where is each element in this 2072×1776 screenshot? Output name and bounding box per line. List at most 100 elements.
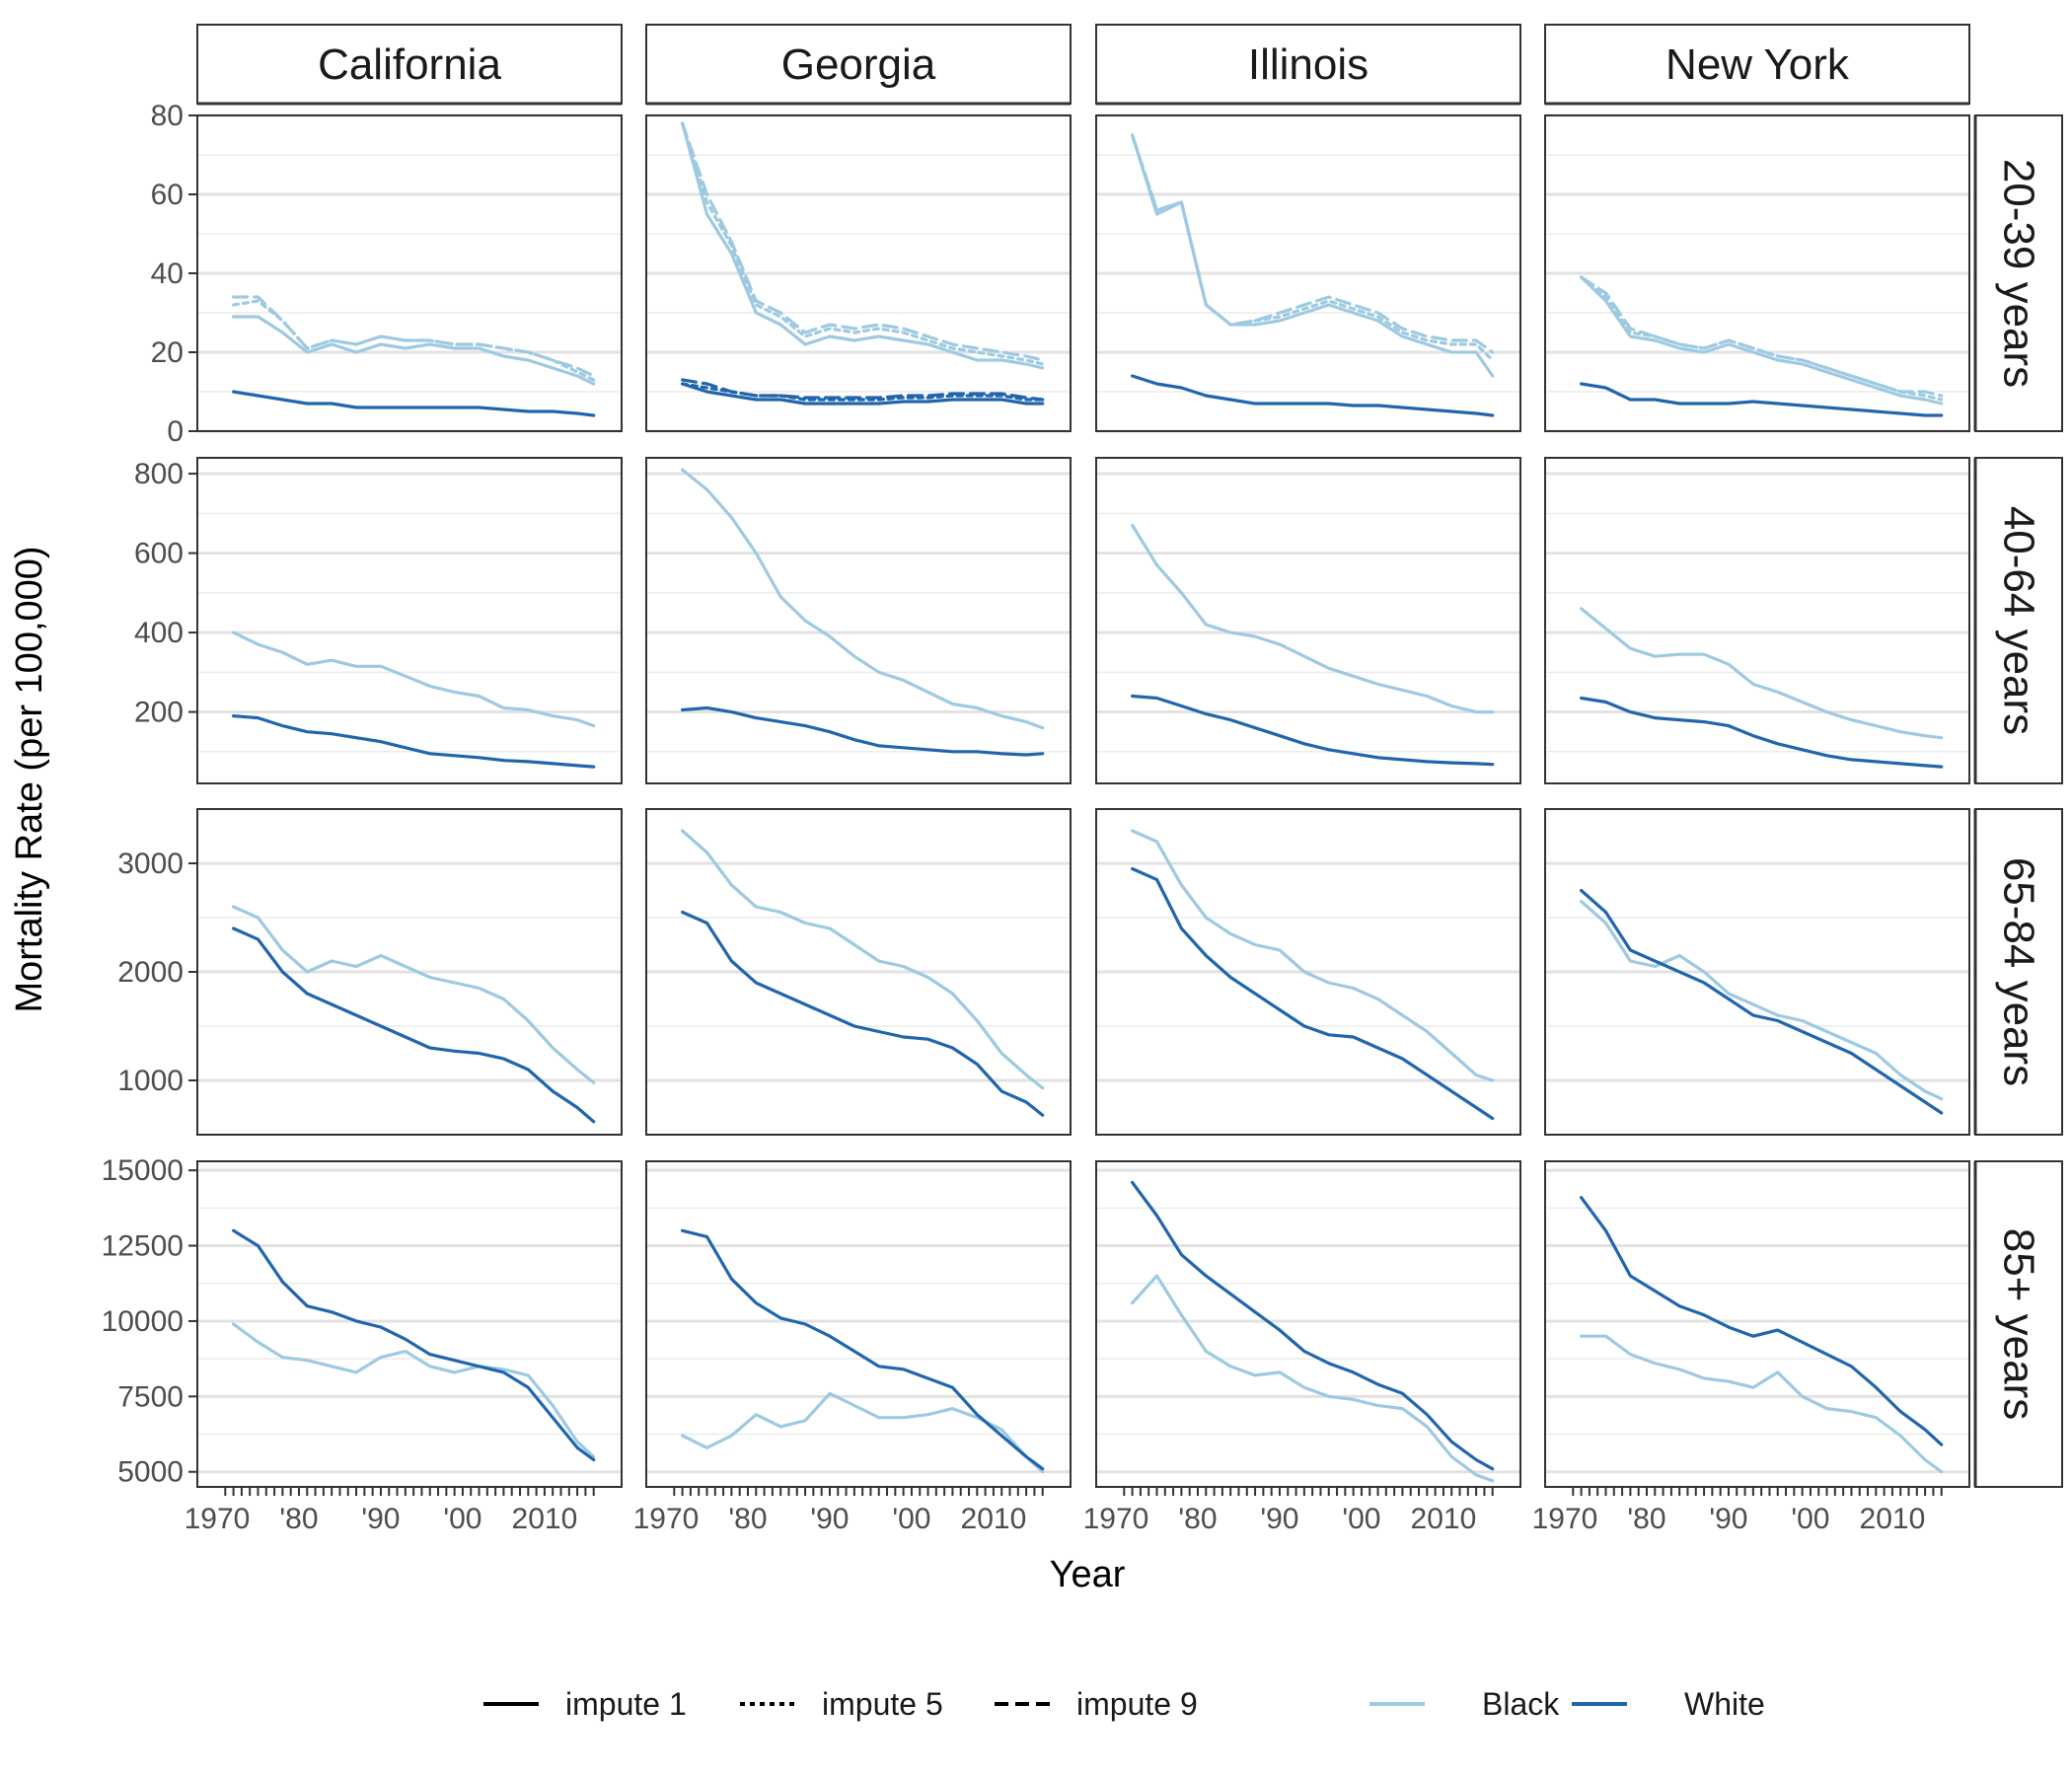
series-line-georgia-85-years-white-impute-1 bbox=[680, 1228, 1045, 1471]
series-line-georgia-20-39-years-black-impute-9 bbox=[680, 121, 1045, 362]
panel-new-york-40-64-years bbox=[1545, 458, 1969, 783]
panel-border bbox=[1544, 457, 1970, 784]
legend-item-impute-5: impute 5 bbox=[740, 1686, 943, 1722]
y-tick-label: 5000 bbox=[117, 1456, 184, 1489]
legend-item-impute-9: impute 9 bbox=[995, 1686, 1198, 1722]
panel-california-40-64-years bbox=[197, 458, 622, 783]
series-line-california-20-39-years-black-impute-1 bbox=[232, 315, 596, 386]
legend-label-impute-1: impute 1 bbox=[565, 1686, 687, 1722]
x-tick-label: 1970 bbox=[1532, 1503, 1598, 1535]
panel-border bbox=[196, 457, 623, 784]
row-label-40-64-years: 40-64 years bbox=[1995, 506, 2043, 735]
series-line-georgia-65-84-years-white-impute-1 bbox=[680, 910, 1045, 1117]
series-line-new-york-20-39-years-black-impute-1 bbox=[1579, 275, 1944, 406]
panel-background bbox=[646, 1161, 1071, 1487]
panel-border bbox=[1095, 114, 1521, 432]
y-tick-label: 15000 bbox=[102, 1154, 184, 1187]
panel-border bbox=[1095, 457, 1521, 784]
x-tick-label: 1970 bbox=[633, 1503, 700, 1535]
panel-new-york-20-39-years bbox=[1545, 113, 1969, 433]
series-line-new-york-65-84-years-white-impute-1 bbox=[1579, 888, 1944, 1115]
y-tick-label: 7500 bbox=[117, 1380, 184, 1413]
x-tick-label: '80 bbox=[279, 1503, 318, 1535]
column-label-new-york: New York bbox=[1665, 40, 1850, 89]
panel-border bbox=[1095, 808, 1521, 1136]
panel-california-65-84-years bbox=[197, 809, 622, 1135]
y-tick-label: 80 bbox=[151, 100, 184, 132]
legend-label-white: White bbox=[1684, 1686, 1765, 1722]
panel-border bbox=[196, 1160, 623, 1488]
series-line-california-65-84-years-black-impute-1 bbox=[232, 905, 596, 1084]
series-line-new-york-40-64-years-white-impute-1 bbox=[1579, 696, 1944, 769]
panel-border bbox=[1544, 808, 1970, 1136]
y-tick-label: 1000 bbox=[117, 1065, 184, 1097]
panel-california-20-39-years bbox=[197, 113, 622, 433]
panel-illinois-65-84-years bbox=[1096, 809, 1520, 1135]
column-strips: California Georgia Illinois New York bbox=[196, 24, 1970, 106]
column-label-illinois: Illinois bbox=[1248, 40, 1369, 89]
y-axes: 0 20 40 60 80 200 400 600 800 1000 2000 3000 5000 750… bbox=[102, 100, 197, 1489]
panel-background bbox=[197, 1161, 622, 1487]
x-tick-label: 2010 bbox=[512, 1503, 578, 1535]
row-label-65-84-years: 65-84 years bbox=[1995, 857, 2043, 1086]
series-line-california-20-39-years-black-impute-9 bbox=[232, 295, 596, 378]
series-line-california-40-64-years-white-impute-1 bbox=[232, 713, 596, 769]
series-line-new-york-85-years-white-impute-1 bbox=[1579, 1196, 1944, 1446]
series-line-california-65-84-years-white-impute-1 bbox=[232, 926, 596, 1124]
panel-border bbox=[1544, 1160, 1970, 1488]
panel-illinois-40-64-years bbox=[1096, 458, 1520, 783]
series-line-georgia-20-39-years-white-impute-1 bbox=[680, 382, 1045, 406]
panel-background bbox=[1545, 1161, 1969, 1487]
series-line-illinois-65-84-years-white-impute-1 bbox=[1130, 866, 1495, 1121]
x-tick-label: '90 bbox=[361, 1503, 400, 1535]
x-tick-label: '00 bbox=[443, 1503, 481, 1535]
y-tick-label: 0 bbox=[167, 415, 184, 448]
row-strip-40-64-years bbox=[1974, 457, 2063, 784]
series-line-new-york-40-64-years-black-impute-1 bbox=[1579, 607, 1944, 740]
y-axis-title: Mortality Rate (per 100,000) bbox=[9, 546, 50, 1012]
strip-georgia bbox=[645, 24, 1072, 105]
y-tick-label: 800 bbox=[134, 458, 184, 490]
column-label-california: California bbox=[318, 40, 501, 89]
series-line-illinois-20-39-years-white-impute-1 bbox=[1130, 374, 1495, 417]
row-strips: 20-39 years 40-64 years 65-84 years 85+ yea… bbox=[1973, 114, 2063, 1488]
x-tick-label: 2010 bbox=[1411, 1503, 1477, 1535]
legend-item-white: White bbox=[1572, 1686, 1765, 1722]
strip-new-york bbox=[1544, 24, 1970, 105]
legend-label-impute-5: impute 5 bbox=[822, 1686, 943, 1722]
x-tick-label: '00 bbox=[1791, 1503, 1829, 1535]
x-tick-label: 1970 bbox=[1083, 1503, 1149, 1535]
panel-border bbox=[1095, 1160, 1521, 1488]
series-line-new-york-85-years-black-impute-1 bbox=[1579, 1334, 1944, 1474]
column-label-georgia: Georgia bbox=[781, 40, 936, 89]
panel-border bbox=[645, 114, 1072, 432]
legend-label-impute-9: impute 9 bbox=[1076, 1686, 1198, 1722]
panel-background bbox=[197, 458, 622, 783]
y-tick-label: 2000 bbox=[117, 956, 184, 989]
panel-border bbox=[1544, 114, 1970, 432]
x-tick-label: '90 bbox=[1260, 1503, 1298, 1535]
series-line-illinois-20-39-years-black-impute-9 bbox=[1130, 133, 1495, 354]
series-line-illinois-85-years-white-impute-1 bbox=[1130, 1180, 1495, 1471]
series-line-georgia-65-84-years-black-impute-1 bbox=[680, 829, 1045, 1090]
panel-border bbox=[645, 457, 1072, 784]
panel-border bbox=[645, 808, 1072, 1136]
panel-georgia-40-64-years bbox=[646, 458, 1071, 783]
x-tick-label: '90 bbox=[810, 1503, 849, 1535]
row-strip-85-years bbox=[1974, 1160, 2063, 1488]
strip-california bbox=[196, 24, 623, 105]
panel-background bbox=[1545, 458, 1969, 783]
series-line-new-york-65-84-years-black-impute-1 bbox=[1579, 899, 1944, 1101]
x-tick-label: '90 bbox=[1709, 1503, 1747, 1535]
series-line-new-york-20-39-years-white-impute-1 bbox=[1579, 382, 1944, 417]
y-tick-label: 600 bbox=[134, 538, 184, 570]
y-tick-label: 3000 bbox=[117, 848, 184, 880]
x-tick-label: '00 bbox=[1342, 1503, 1380, 1535]
series-line-georgia-20-39-years-black-impute-1 bbox=[680, 121, 1045, 370]
y-tick-label: 20 bbox=[151, 336, 184, 369]
x-tick-label: 2010 bbox=[1860, 1503, 1926, 1535]
series-line-illinois-85-years-black-impute-1 bbox=[1130, 1274, 1495, 1483]
x-tick-label: '80 bbox=[1178, 1503, 1217, 1535]
panel-border bbox=[645, 1160, 1072, 1488]
